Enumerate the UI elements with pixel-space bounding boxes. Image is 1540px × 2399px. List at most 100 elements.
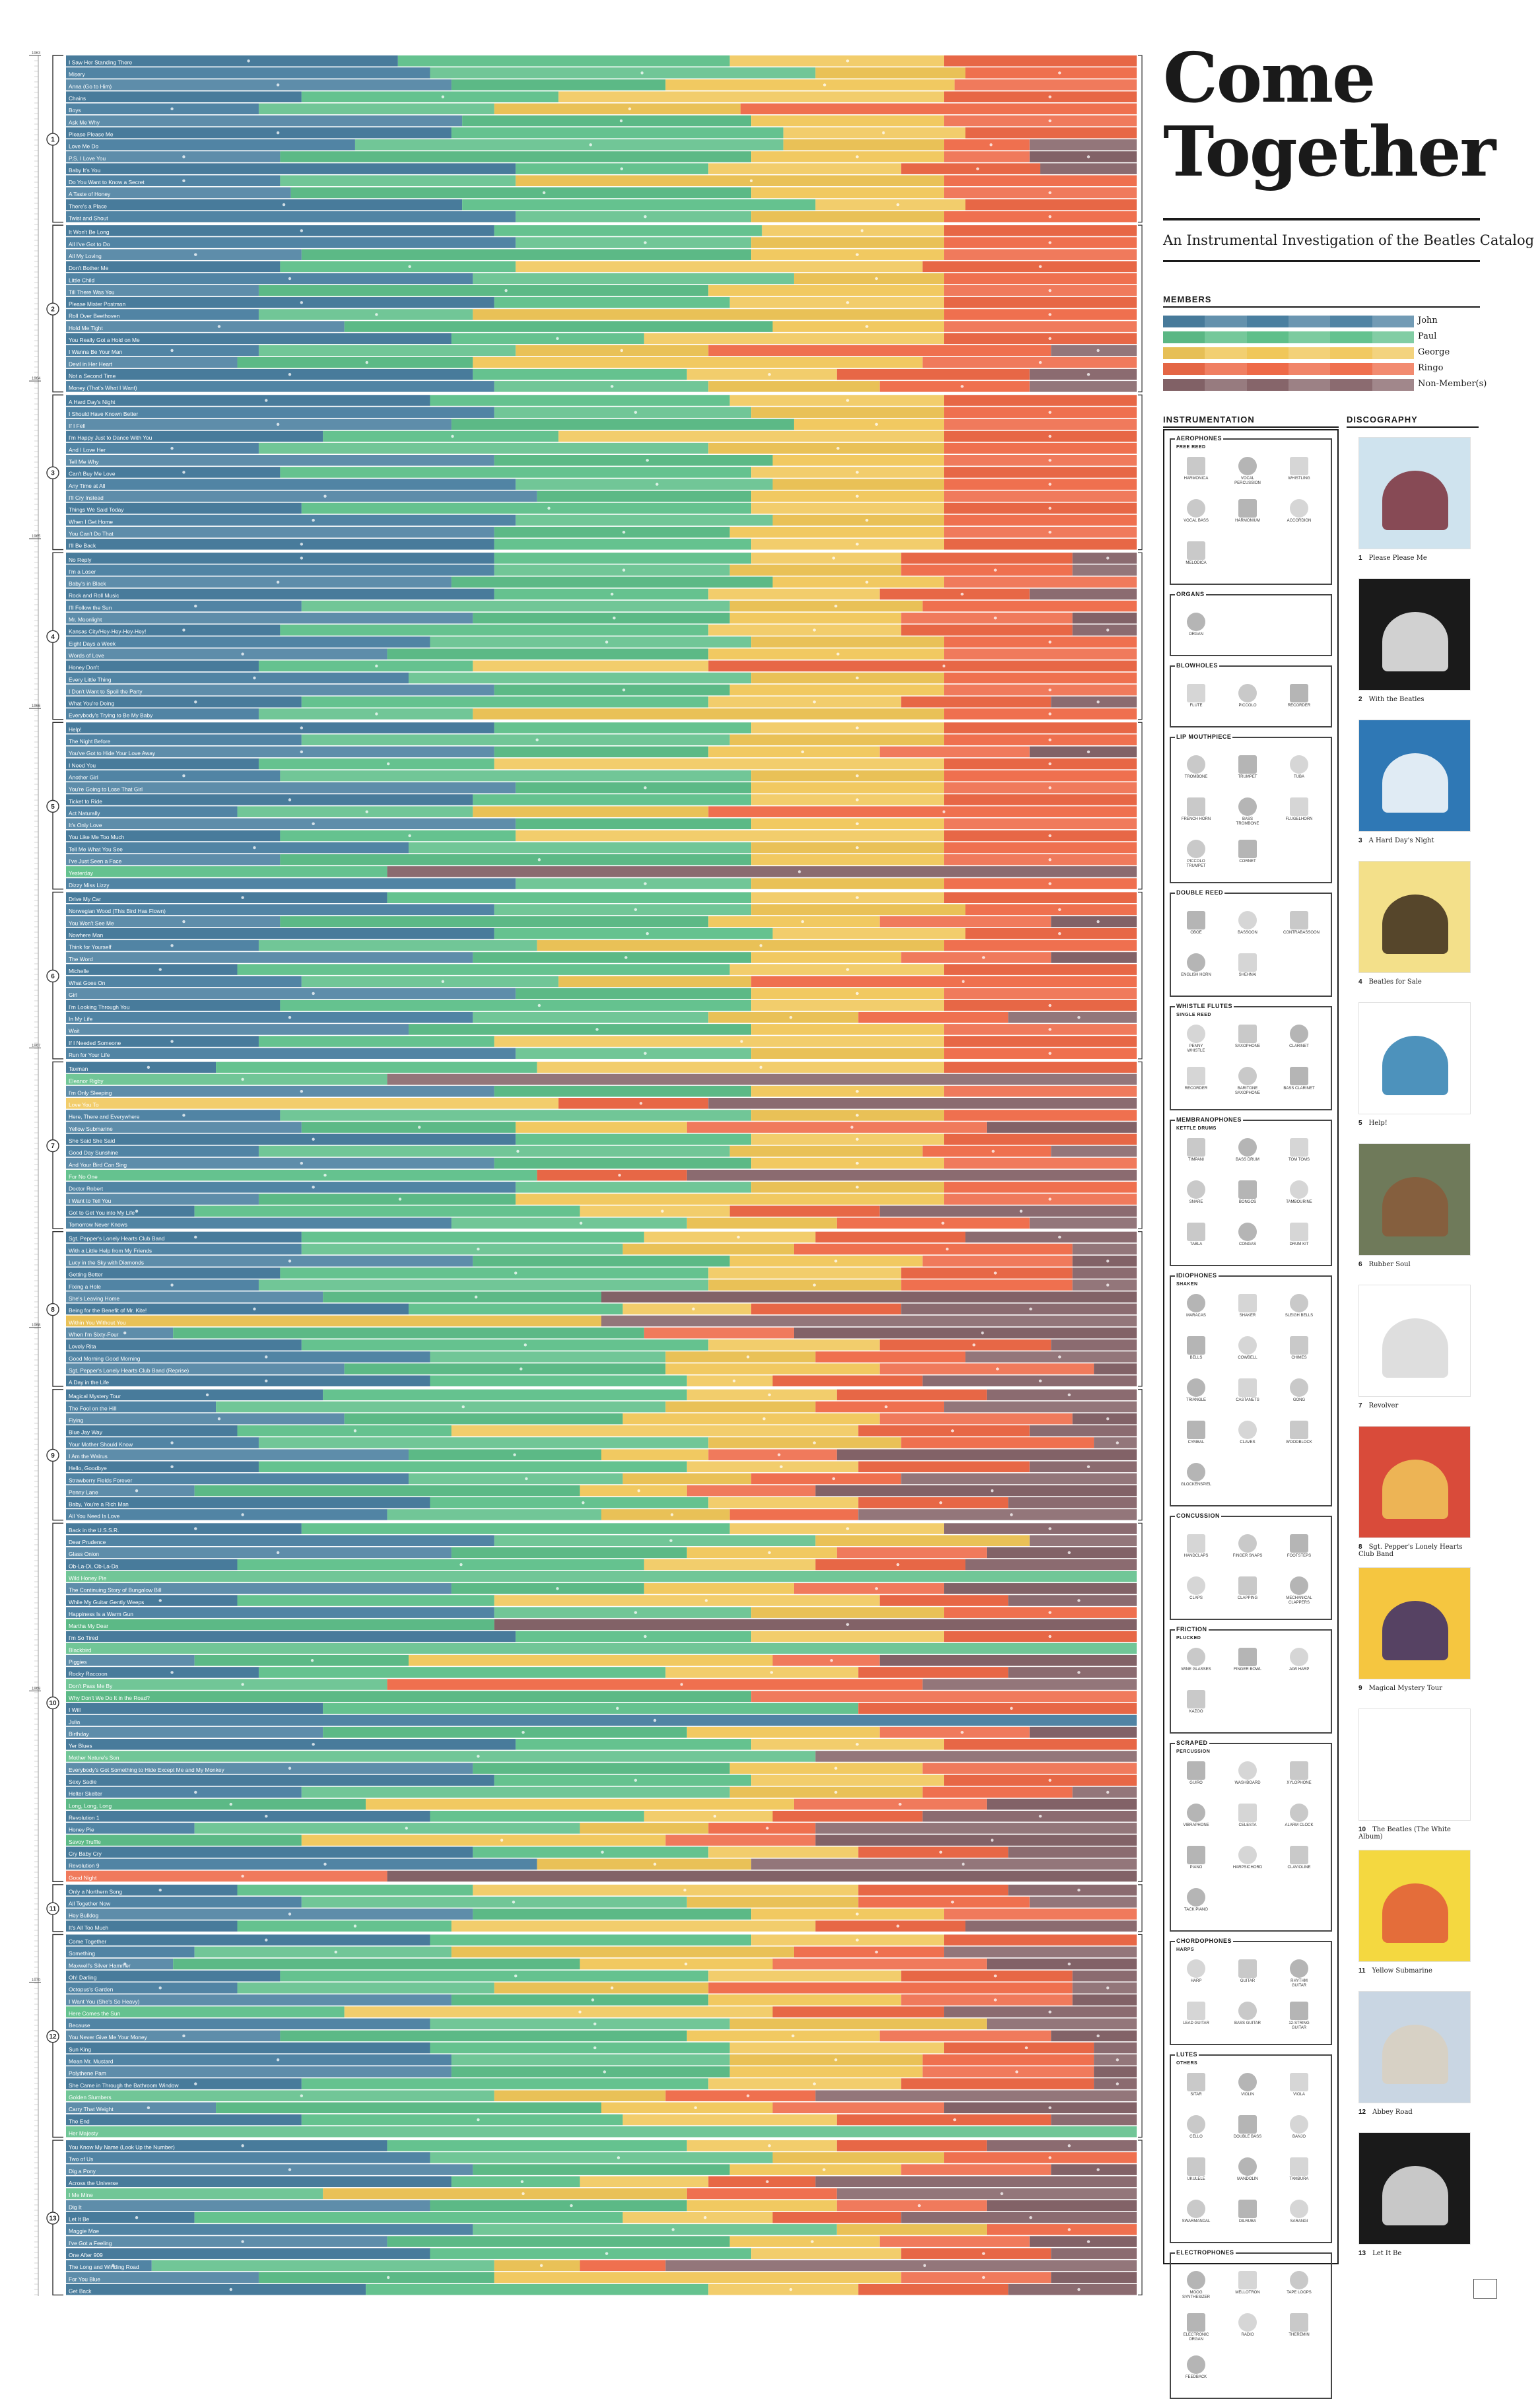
- instrument-glyph: [1000, 2192, 1003, 2196]
- song-label: Golden Slumbers: [69, 2094, 112, 2101]
- instrument-item: MOOG SYNTHESIZER: [1180, 2271, 1212, 2300]
- album-caption-number: 7: [1358, 1402, 1362, 1409]
- instrument-label: MELODICA: [1186, 561, 1207, 565]
- bar-segment-george: [751, 818, 945, 830]
- bar-segment-george: [751, 722, 945, 733]
- album-cover-art: [1382, 1036, 1448, 1095]
- instrument-item: GLOCKENSPIEL: [1180, 1463, 1212, 1487]
- bar-segment-george: [409, 1654, 773, 1666]
- instrument-glyph: [589, 143, 592, 147]
- instrument-subgroup-heading: FREE REED: [1175, 445, 1207, 450]
- bar-segment-john: [66, 1810, 430, 1822]
- bar-segment-ringo: [901, 1970, 1073, 1982]
- instrument-glyph: [671, 2228, 675, 2231]
- instrument-icon: [1290, 2271, 1308, 2289]
- bar-segment-paul: [301, 1523, 730, 1534]
- member-swatch-segment: [1205, 347, 1247, 359]
- bar-segment-john: [66, 1243, 302, 1255]
- bar-segment-george: [708, 1970, 902, 1982]
- instrument-glyph: [1096, 920, 1100, 924]
- instrument-icon: [1187, 1336, 1205, 1355]
- instrument-label: TROMBONE: [1184, 775, 1208, 779]
- bar-segment-paul: [323, 1726, 687, 1738]
- instrument-label: CORNET: [1239, 860, 1256, 863]
- bar-segment-george: [751, 237, 945, 248]
- bar-segment-george: [708, 2283, 859, 2295]
- bar-segment-paul: [280, 625, 709, 636]
- instrument-icon: [1238, 2157, 1257, 2176]
- song-label: Helter Skelter: [69, 1790, 102, 1797]
- album-cover-art: [1382, 612, 1448, 671]
- bar-segment-ringo: [858, 1884, 1009, 1896]
- bar-segment-george: [516, 345, 709, 356]
- bar-segment-john: [66, 502, 302, 514]
- song-label: Boys: [69, 107, 81, 114]
- bar-segment-john: [66, 2140, 387, 2151]
- bar-segment-george: [751, 904, 966, 916]
- instrument-glyph: [855, 1089, 859, 1093]
- bar-segment-paul: [451, 1583, 644, 1594]
- album-caption-number: 11: [1358, 1967, 1366, 1975]
- bar-segment-george: [751, 1909, 945, 1920]
- members-heading: MEMBERS: [1163, 294, 1212, 304]
- album-number: 2: [51, 306, 55, 314]
- instrument-icon: [1238, 1846, 1257, 1864]
- bar-segment-non-member-s-: [1094, 1437, 1137, 1448]
- instrument-glyph: [855, 676, 859, 680]
- song-label: Rock and Roll Music: [69, 592, 119, 599]
- bar-segment-non-member-s-: [1029, 368, 1137, 380]
- bar-segment-john: [66, 2224, 473, 2235]
- instrument-glyph: [543, 191, 546, 195]
- instrument-glyph: [182, 628, 185, 632]
- bar-segment-george: [473, 309, 945, 320]
- instrument-glyph: [247, 59, 250, 63]
- bar-segment-george: [793, 273, 945, 285]
- bar-segment-ringo: [944, 818, 1137, 830]
- instrument-icon: [1290, 2002, 1308, 2020]
- instrument-glyph: [229, 1802, 232, 1806]
- bar-segment-john: [66, 2114, 302, 2126]
- album-number: 8: [51, 1306, 55, 1314]
- bar-segment-paul: [494, 454, 773, 466]
- bar-segment-john: [66, 1934, 430, 1946]
- bar-segment-paul: [194, 1485, 580, 1497]
- bar-segment-george: [729, 2236, 880, 2247]
- instrument-glyph: [1106, 1986, 1110, 1990]
- bar-segment-ringo: [944, 419, 1137, 430]
- album-number-badge: [46, 1902, 59, 1915]
- instrument-glyph: [1106, 557, 1110, 560]
- bar-segment-john: [66, 758, 259, 770]
- bar-segment-ringo: [836, 368, 1030, 380]
- song-label: Tomorrow Never Knows: [69, 1221, 127, 1228]
- bar-segment-paul: [409, 1303, 623, 1315]
- bar-segment-ringo: [879, 1726, 1030, 1738]
- instrument-glyph: [1019, 1209, 1023, 1213]
- instrument-glyph: [253, 676, 256, 680]
- instrument-glyph: [768, 2144, 771, 2147]
- instrument-item: HANDCLAPS: [1180, 1534, 1212, 1559]
- bar-segment-ringo: [879, 1413, 1073, 1425]
- bar-segment-george: [751, 502, 945, 514]
- bar-segment-ringo: [858, 1846, 1009, 1858]
- instrument-glyph: [976, 167, 980, 170]
- instrument-group-heading: LUTES: [1175, 2051, 1199, 2058]
- bar-segment-paul: [237, 1920, 452, 1932]
- bar-segment-john: [66, 419, 452, 430]
- song-label: Words of Love: [69, 652, 104, 659]
- bar-segment-non-member-s-: [1008, 1846, 1137, 1858]
- song-label: Dizzy Miss Lizzy: [69, 882, 110, 889]
- bar-segment-paul: [494, 928, 773, 939]
- instrument-glyph: [241, 2144, 244, 2147]
- bar-segment-john: [66, 1085, 494, 1097]
- member-swatch-segment: [1246, 331, 1289, 343]
- bar-segment-john: [66, 1461, 259, 1473]
- album-entry-9: 9 Magical Mystery Tour: [1358, 1567, 1471, 1692]
- album-bracket-right: [1138, 2140, 1143, 2295]
- song-label: Strawberry Fields Forever: [69, 1477, 133, 1483]
- instrument-glyph: [1106, 628, 1110, 632]
- instrument-glyph: [801, 750, 805, 754]
- member-swatch-segment: [1288, 331, 1331, 343]
- bar-segment-george: [644, 1231, 816, 1243]
- instrument-glyph: [939, 1501, 943, 1504]
- instrument-group-heading: IDIOPHONES: [1175, 1272, 1219, 1279]
